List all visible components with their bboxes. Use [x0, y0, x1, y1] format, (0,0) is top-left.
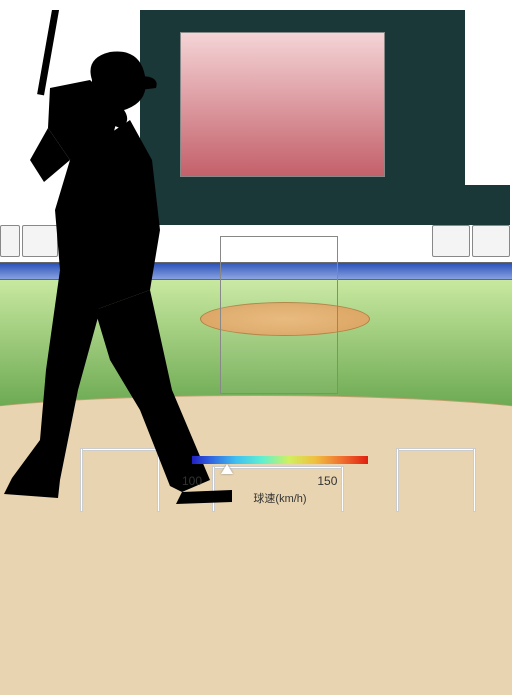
batter-silhouette	[0, 10, 260, 510]
stand-box	[432, 225, 470, 257]
legend-tick: 100	[182, 474, 202, 488]
legend-color-bar	[192, 456, 368, 464]
legend-pointer	[221, 464, 233, 474]
pitch-chart-canvas: 100 150 球速(km/h)	[0, 0, 512, 512]
legend-tick: 150	[317, 474, 337, 488]
legend-axis-label: 球速(km/h)	[180, 490, 380, 506]
stand-box	[472, 225, 510, 257]
